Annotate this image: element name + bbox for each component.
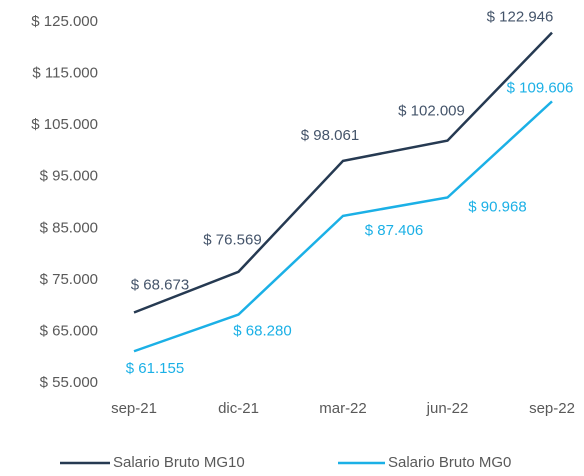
series-line: [133, 31, 553, 314]
y-tick-label: $ 65.000: [40, 322, 98, 339]
y-tick-label: $ 85.000: [40, 219, 98, 236]
y-tick-label: $ 115.000: [32, 65, 98, 82]
legend-label: Salario Bruto MG0: [388, 454, 511, 471]
y-tick-label: $ 75.000: [40, 271, 98, 288]
x-tick-label: sep-22: [529, 400, 575, 417]
x-tick-label: sep-21: [111, 400, 157, 417]
y-tick-label: $ 95.000: [40, 168, 98, 185]
data-label: $ 90.968: [468, 198, 526, 215]
x-tick-label: mar-22: [319, 400, 367, 417]
data-label: $ 61.155: [126, 360, 184, 377]
data-label: $ 122.946: [487, 9, 554, 26]
data-label: $ 68.280: [233, 322, 291, 339]
data-label: $ 98.061: [301, 127, 359, 144]
data-label: $ 87.406: [365, 222, 423, 239]
data-label: $ 68.673: [131, 276, 189, 293]
x-tick-label: jun-22: [426, 400, 469, 417]
y-tick-label: $ 105.000: [31, 116, 98, 133]
series-line: [133, 100, 553, 353]
data-label: $ 102.009: [398, 103, 465, 120]
y-tick-label: $ 55.000: [40, 374, 98, 391]
legend-label: Salario Bruto MG10: [113, 454, 245, 471]
y-tick-label: $ 125.000: [31, 13, 98, 30]
x-tick-label: dic-21: [218, 400, 259, 417]
data-label: $ 109.606: [507, 79, 574, 96]
data-label: $ 76.569: [203, 232, 261, 249]
